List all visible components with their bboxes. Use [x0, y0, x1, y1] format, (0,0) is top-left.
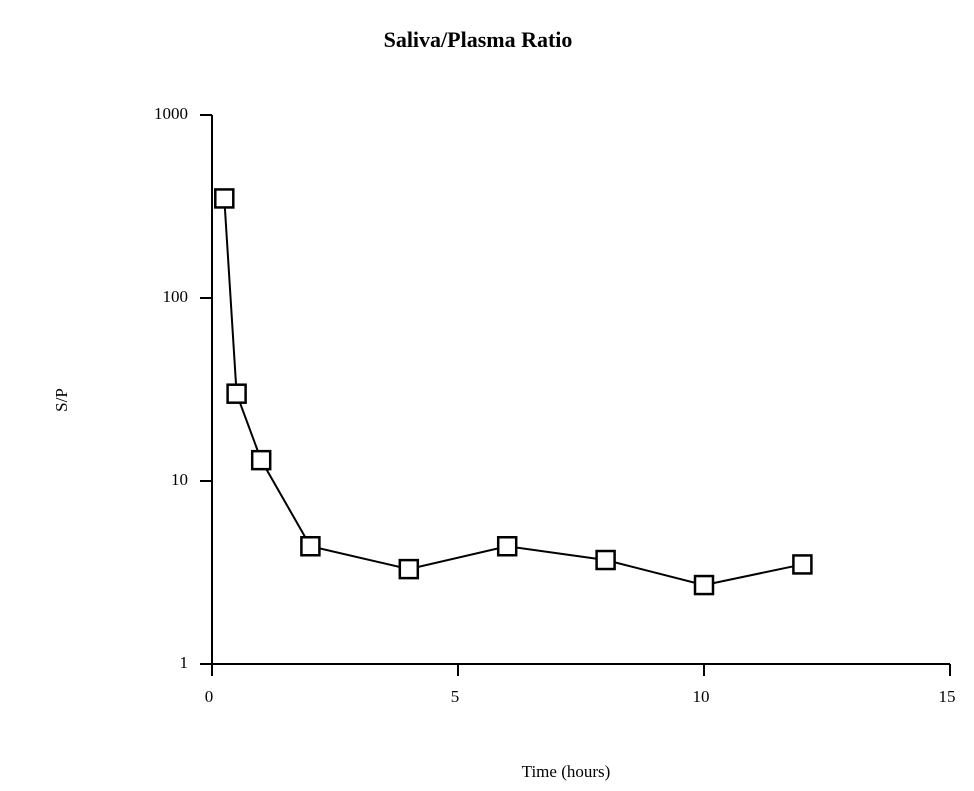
y-tick-label: 100 [163, 287, 189, 306]
data-point [595, 549, 616, 571]
data-point [398, 558, 420, 580]
x-tick-label: 10 [693, 687, 710, 706]
x-tick-label: 0 [205, 687, 214, 706]
chart-title: Saliva/Plasma Ratio [384, 27, 573, 52]
data-point [250, 449, 272, 471]
data-point [300, 535, 321, 557]
x-tick-label: 15 [939, 687, 956, 706]
data-point [792, 554, 813, 575]
data-point [214, 188, 235, 209]
y-axis-label: S/P [52, 388, 71, 412]
data-point [226, 383, 247, 404]
data-point [693, 574, 715, 596]
y-tick-label: 1 [180, 653, 189, 672]
x-axis-label: Time (hours) [522, 762, 611, 781]
x-tick-label: 5 [451, 687, 460, 706]
y-tick-label: 1000 [154, 104, 188, 123]
y-tick-label: 10 [171, 470, 188, 489]
data-point [496, 535, 518, 557]
